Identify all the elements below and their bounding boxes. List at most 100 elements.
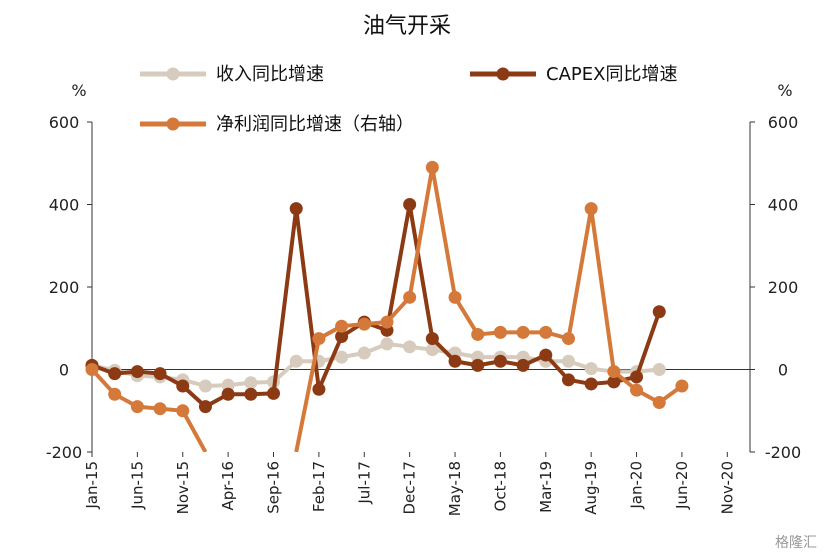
data-point-1 — [630, 370, 644, 384]
x-tick-label: Jun-20 — [673, 461, 691, 510]
y-tick-label-right: 400 — [768, 196, 799, 215]
series-line-2 — [294, 165, 684, 452]
data-point-0 — [221, 378, 235, 392]
data-point-2 — [335, 319, 349, 333]
series-1 — [85, 198, 666, 414]
y-tick-label-left: 400 — [49, 196, 80, 215]
x-tick-label: Jan-15 — [83, 461, 101, 510]
data-point-2 — [539, 325, 553, 339]
x-tick-label: Aug-19 — [582, 461, 600, 515]
legend-item-capex: CAPEX同比增速 — [470, 64, 677, 85]
data-point-2 — [652, 396, 666, 409]
x-tick-label: Jul-17 — [355, 461, 373, 505]
x-tick-label: Feb-17 — [310, 461, 328, 512]
legend-label-profit: 净利润同比增速（右轴） — [216, 114, 414, 135]
data-point-1 — [493, 354, 507, 368]
legend-label-revenue: 收入同比增速 — [216, 64, 324, 85]
chart-title: 油气开采 — [363, 14, 451, 39]
data-point-1 — [584, 377, 598, 391]
data-point-1 — [448, 354, 462, 368]
data-point-1 — [289, 202, 303, 216]
x-tick-label: Dec-17 — [401, 461, 419, 515]
data-point-0 — [561, 354, 575, 368]
data-point-1 — [607, 375, 621, 389]
data-point-1 — [153, 367, 167, 381]
data-point-0 — [380, 337, 394, 351]
data-point-0 — [335, 350, 349, 364]
legend-item-profit: 净利润同比增速（右轴） — [140, 114, 414, 135]
data-point-0 — [403, 340, 417, 354]
data-point-0 — [357, 346, 371, 360]
x-tick-label: Jan-20 — [628, 461, 646, 510]
data-point-1 — [176, 379, 190, 393]
y-tick-label-left: 600 — [49, 113, 80, 132]
data-point-0 — [244, 376, 258, 390]
data-point-1 — [267, 386, 281, 400]
series-0 — [85, 337, 666, 393]
data-point-2 — [85, 363, 99, 376]
data-point-2 — [153, 402, 167, 416]
x-tick-label: Nov-15 — [174, 461, 192, 514]
y-tick-label-right: 0 — [778, 361, 788, 380]
y-tick-label-right: 200 — [768, 278, 799, 297]
data-point-2 — [403, 290, 417, 304]
data-point-1 — [335, 330, 349, 343]
data-point-1 — [312, 382, 326, 396]
legend-marker-revenue — [166, 67, 180, 81]
data-point-2 — [425, 160, 439, 174]
data-point-0 — [289, 354, 303, 368]
series-2 — [85, 160, 689, 452]
data-point-2 — [130, 400, 144, 414]
data-point-2 — [176, 404, 190, 418]
data-point-2 — [448, 290, 462, 304]
x-tick-label: Jun-15 — [128, 461, 146, 510]
data-point-2 — [493, 325, 507, 339]
data-point-1 — [471, 358, 485, 372]
data-point-2 — [561, 332, 575, 346]
data-point-2 — [108, 387, 122, 401]
data-point-1 — [425, 332, 439, 346]
data-point-1 — [244, 387, 258, 401]
y-tick-label-left: 0 — [59, 361, 69, 380]
data-point-1 — [539, 348, 553, 362]
y-tick-label-left: 200 — [49, 278, 80, 297]
data-point-2 — [471, 327, 485, 341]
x-tick-label: Sep-16 — [265, 461, 283, 514]
data-point-1 — [516, 358, 530, 372]
x-tick-label: Nov-20 — [718, 461, 736, 514]
data-point-2 — [607, 365, 621, 379]
watermark-text: 格隆汇 — [775, 535, 817, 551]
data-point-1 — [130, 365, 144, 379]
legend-item-revenue: 收入同比增速 — [140, 64, 324, 85]
data-point-2 — [380, 315, 394, 329]
y-tick-label-left: -200 — [46, 443, 82, 462]
data-point-1 — [108, 367, 122, 381]
data-point-0 — [584, 362, 598, 376]
y-axis-left-unit: % — [71, 81, 86, 100]
data-point-1 — [652, 305, 666, 319]
data-point-2 — [584, 202, 598, 216]
data-point-0 — [198, 379, 212, 393]
data-point-2 — [357, 317, 371, 331]
x-tick-label: Mar-19 — [537, 461, 555, 513]
x-tick-label: Oct-18 — [491, 461, 509, 511]
data-point-1 — [198, 400, 212, 414]
tick-labels: -200 -200 0 0 200 200 400 400 600 600 Jan-15 Jun-15… — [46, 113, 801, 516]
x-tick-label: Apr-16 — [219, 461, 237, 511]
data-point-2 — [516, 325, 530, 339]
data-point-2 — [675, 379, 689, 393]
data-point-1 — [403, 198, 417, 211]
legend: 收入同比增速 CAPEX同比增速 净利润同比增速（右轴） — [140, 64, 677, 135]
legend-marker-capex — [496, 67, 510, 81]
data-point-0 — [652, 363, 666, 376]
data-point-0 — [425, 343, 439, 357]
legend-label-capex: CAPEX同比增速 — [546, 64, 677, 85]
series-lines — [85, 160, 689, 452]
data-point-1 — [561, 373, 575, 387]
data-point-2 — [312, 332, 326, 346]
data-point-2 — [630, 383, 644, 397]
y-tick-label-right: 600 — [768, 113, 799, 132]
x-tick-label: May-18 — [446, 461, 464, 516]
legend-marker-profit — [166, 117, 180, 131]
